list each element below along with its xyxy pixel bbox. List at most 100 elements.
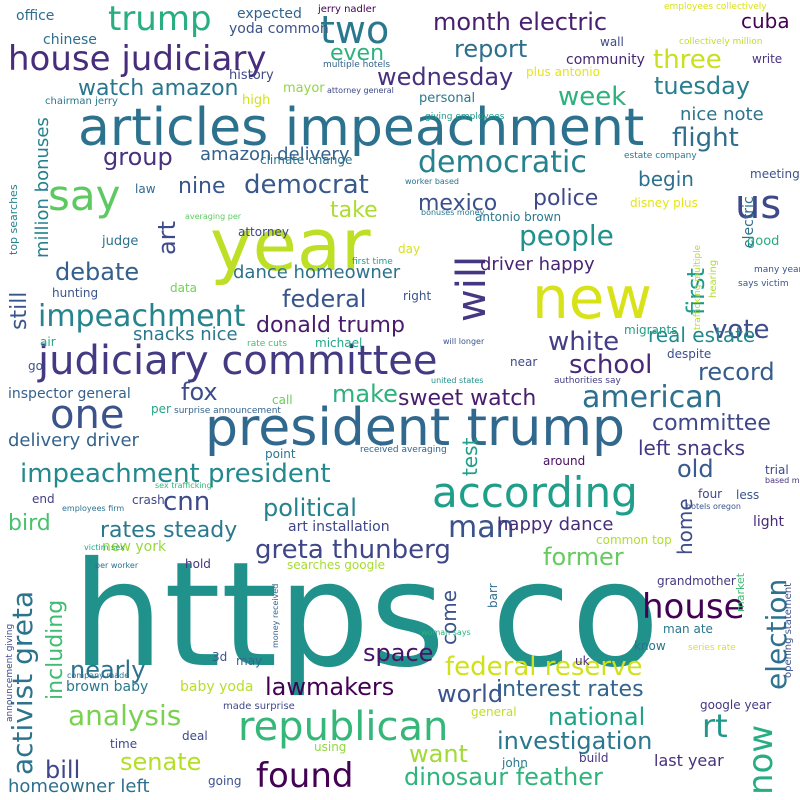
cloud-word: will — [449, 256, 495, 322]
cloud-word: test — [458, 437, 482, 476]
cloud-word: says victim — [738, 279, 789, 289]
cloud-word: according — [432, 468, 638, 517]
cloud-word: high — [242, 93, 270, 108]
cloud-word: house judiciary — [8, 39, 266, 79]
cloud-word: week — [558, 82, 626, 112]
cloud-word: meeting — [750, 167, 800, 181]
cloud-word: right — [403, 289, 431, 303]
cloud-word: woman says — [421, 628, 471, 637]
cloud-word: bonuses money — [421, 208, 485, 217]
cloud-word: jerry nadler — [317, 4, 377, 15]
cloud-word: tuesday — [654, 72, 750, 100]
cloud-word: per — [151, 402, 171, 416]
cloud-word: fox — [181, 378, 218, 406]
cloud-word: hotels oregon — [686, 502, 741, 511]
cloud-word: less — [736, 488, 759, 502]
cloud-word: begin — [638, 167, 694, 191]
cloud-word: electric — [741, 196, 757, 248]
cloud-word: general — [471, 705, 517, 719]
cloud-word: rt — [702, 707, 728, 745]
cloud-word: debate — [55, 258, 139, 286]
cloud-word: attorney — [238, 225, 289, 239]
cloud-word: house — [642, 587, 745, 627]
cloud-word: climate change — [260, 153, 352, 167]
cloud-word: plus antonio — [526, 65, 600, 79]
cloud-word: president trump — [205, 398, 625, 458]
cloud-word: dance homeowner — [233, 262, 401, 283]
cloud-word: now — [741, 725, 781, 795]
cloud-word: wall — [600, 35, 624, 49]
cloud-word: https co — [72, 531, 660, 700]
cloud-word: american — [582, 380, 723, 415]
cloud-word: victim sex — [84, 543, 125, 552]
cloud-word: four — [698, 487, 722, 501]
cloud-word: chinese — [43, 32, 97, 48]
cloud-word: uk — [575, 654, 590, 668]
cloud-word: grandmother — [657, 574, 736, 588]
cloud-word: snacks nice — [133, 324, 238, 345]
cloud-word: received averaging — [360, 445, 447, 455]
cloud-word: last year — [654, 751, 724, 770]
cloud-word: national — [548, 703, 645, 731]
cloud-word: happy dance — [497, 514, 614, 535]
cloud-word: around — [543, 454, 585, 468]
cloud-word: point — [265, 447, 296, 461]
cloud-word: collectively million — [679, 37, 763, 47]
cloud-word: lawmakers — [265, 673, 394, 701]
cloud-word: deal — [182, 729, 208, 743]
cloud-word: trial — [765, 463, 789, 477]
cloud-word: democratic — [418, 145, 587, 180]
cloud-word: attorney general — [327, 86, 394, 95]
cloud-word: hearing — [708, 260, 719, 298]
cloud-word: history — [229, 68, 274, 83]
cloud-word: write — [752, 52, 782, 66]
cloud-word: going — [208, 774, 242, 788]
cloud-word: new — [532, 264, 652, 332]
cloud-word: worker based — [405, 177, 459, 186]
cloud-word: bird — [8, 511, 51, 536]
cloud-word: brown baby — [66, 679, 148, 695]
cloud-word: vote — [712, 315, 769, 345]
cloud-word: election — [760, 579, 793, 690]
cloud-word: opening statement — [783, 583, 794, 678]
cloud-word: community — [566, 52, 645, 68]
cloud-word: michael — [315, 336, 362, 350]
cloud-word: inspector general — [8, 386, 131, 402]
cloud-word: including — [43, 600, 68, 700]
cloud-word: antonio brown — [475, 210, 561, 224]
cloud-word: first time — [352, 257, 393, 267]
cloud-word: data — [170, 281, 197, 295]
cloud-word: sex trafficking — [155, 481, 212, 490]
cloud-word: senate — [120, 748, 201, 776]
cloud-word: google year — [700, 698, 771, 712]
cloud-word: flight — [672, 123, 739, 153]
cloud-word: delivery driver — [8, 430, 140, 451]
cloud-word: crash — [132, 493, 165, 507]
cloud-word: nearly — [70, 656, 145, 684]
cloud-word: still — [7, 292, 32, 330]
cloud-word: expected — [237, 6, 302, 22]
cloud-word: mayor — [283, 81, 325, 96]
cloud-word: world — [437, 680, 503, 708]
cloud-word: rate cuts — [247, 339, 287, 349]
cloud-word: judge — [101, 234, 138, 249]
cloud-word: rates steady — [100, 518, 237, 543]
cloud-word: take — [330, 198, 378, 223]
cloud-word: year — [210, 203, 371, 287]
cloud-word: man — [448, 510, 515, 545]
cloud-word: despite — [667, 347, 711, 361]
cloud-word: chairman jerry — [45, 96, 118, 107]
cloud-word: united states — [431, 376, 483, 385]
cloud-word: time — [110, 737, 137, 751]
cloud-word: surprise announcement — [174, 406, 281, 416]
cloud-word: driver happy — [480, 254, 595, 275]
cloud-word: bill — [45, 756, 80, 784]
cloud-word: judiciary committee — [37, 338, 438, 384]
cloud-word: hunting — [52, 286, 98, 300]
cloud-word: made surprise — [223, 701, 295, 712]
cloud-word: man ate — [663, 622, 713, 636]
cloud-word: federal — [282, 285, 366, 313]
cloud-word: watch amazon — [78, 76, 238, 101]
